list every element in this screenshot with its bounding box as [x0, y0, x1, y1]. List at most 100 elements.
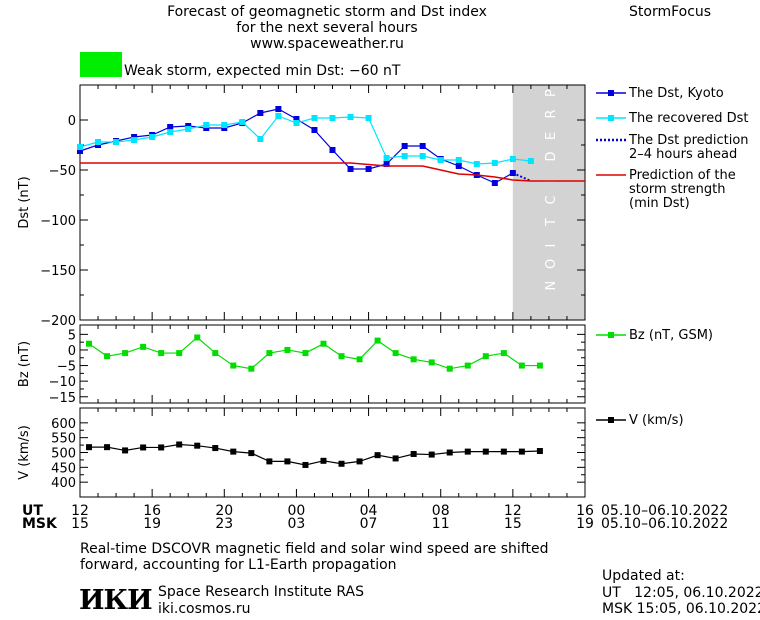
footer-note-line1: Real-time DSCOVR magnetic field and sola… — [80, 541, 549, 557]
dst-ytick-label: −150 — [40, 264, 76, 279]
v-data-point — [140, 444, 147, 451]
bz-ytick-label: −5 — [57, 360, 76, 375]
prediction-letter: R — [544, 109, 559, 118]
dst-data-point — [77, 144, 83, 150]
footer-note-line2: forward, accounting for L1-Earth propaga… — [80, 557, 397, 573]
v-data-point — [482, 448, 489, 455]
v-data-point — [230, 448, 237, 455]
bz-data-point — [86, 340, 93, 347]
dst-series-line-2 — [512, 172, 532, 182]
dst-data-point — [383, 155, 390, 161]
dst-data-point — [419, 153, 426, 159]
legend-label: (min Dst) — [629, 196, 690, 211]
bz-data-point — [176, 350, 183, 357]
dst-data-point — [257, 136, 264, 142]
time-tick-label: 19 — [143, 516, 162, 532]
v-ytick-label: 500 — [51, 447, 76, 462]
bz-data-point — [266, 350, 273, 357]
bz-data-point — [482, 353, 489, 360]
prediction-letter: I — [544, 244, 559, 248]
v-ytick-label: 400 — [51, 476, 76, 491]
prediction-letter: O — [544, 259, 559, 269]
website-url[interactable]: www.spaceweather.ru — [250, 36, 404, 52]
bz-y-axis-label: Bz (nT) — [17, 341, 32, 387]
bz-data-point — [248, 365, 255, 372]
dst-data-point — [293, 120, 300, 126]
chart-title-line1: Forecast of geomagnetic storm and Dst in… — [167, 4, 487, 20]
legend-label: V (km/s) — [629, 413, 684, 428]
dst-data-point — [77, 148, 83, 154]
v-ytick-label: 600 — [51, 417, 76, 432]
dst-data-point — [275, 113, 282, 119]
dst-data-point — [491, 180, 498, 186]
v-ytick-label: 550 — [51, 432, 76, 447]
dst-data-point — [365, 115, 372, 121]
v-data-point — [536, 448, 543, 455]
bz-ytick-label: 0 — [68, 344, 76, 359]
v-data-point — [266, 458, 273, 465]
dst-data-point — [347, 166, 354, 172]
dst-data-point — [329, 115, 336, 121]
chart-title-line2: for the next several hours — [236, 20, 418, 36]
dst-data-point — [149, 134, 156, 140]
bz-ytick-label: −15 — [49, 391, 76, 406]
dst-series-line-3 — [80, 162, 585, 182]
bz-data-point — [428, 359, 435, 366]
bz-data-point — [104, 353, 111, 360]
v-data-point — [392, 455, 399, 462]
v-data-point — [248, 450, 255, 457]
bz-data-point — [212, 350, 219, 357]
dst-data-point — [311, 127, 318, 133]
dst-data-point — [113, 139, 120, 145]
time-tick-label: 04 — [359, 503, 378, 519]
bz-ytick-label: 5 — [68, 328, 76, 343]
dst-data-point — [257, 110, 264, 116]
dst-data-point — [383, 161, 390, 167]
bz-data-point — [194, 334, 201, 341]
dst-data-point — [455, 163, 462, 169]
time-tick-label: 12 — [71, 503, 89, 519]
prediction-zone — [512, 85, 585, 320]
dst-data-point — [275, 106, 282, 112]
bz-data-point — [446, 365, 453, 372]
dst-ytick-label: −100 — [40, 214, 76, 229]
v-data-point — [464, 448, 471, 455]
v-frame — [79, 407, 586, 498]
bz-data-point — [392, 350, 399, 357]
time-tick-label: 19 — [576, 516, 594, 532]
updated-ut: UT 12:05, 06.10.2022 — [602, 585, 760, 601]
time-tick-label: 16 — [576, 503, 594, 519]
dst-ytick-label: −200 — [40, 314, 76, 329]
dst-data-point — [167, 129, 174, 135]
v-data-point — [500, 448, 507, 455]
time-tick-label: 07 — [359, 516, 378, 532]
legend-label: Prediction of the — [629, 168, 736, 183]
prediction-letter: C — [544, 195, 559, 204]
v-data-point — [86, 444, 93, 451]
time-tick-label: 15 — [503, 516, 522, 532]
bz-data-point — [536, 362, 543, 369]
msk-axis-label: MSK — [22, 516, 57, 532]
dst-data-point — [347, 114, 354, 120]
dst-data-point — [455, 157, 462, 163]
dst-data-point — [419, 143, 426, 149]
dst-data-point — [95, 139, 102, 145]
v-data-point — [320, 457, 327, 464]
time-tick-label: 16 — [143, 503, 162, 519]
bz-data-point — [518, 362, 525, 369]
v-data-point — [194, 442, 201, 449]
dst-data-point — [509, 156, 516, 162]
legend-marker — [608, 115, 614, 121]
time-tick-label: 15 — [71, 516, 89, 532]
dst-data-point — [491, 160, 498, 166]
dst-data-point — [329, 147, 336, 153]
bz-ytick-label: −10 — [49, 375, 76, 390]
bz-frame — [79, 324, 586, 404]
v-data-point — [410, 450, 417, 457]
bz-data-point — [302, 350, 309, 357]
ut-axis-label: UT — [22, 503, 43, 519]
dst-data-point — [131, 137, 138, 143]
institute-url[interactable]: iki.cosmos.ru — [158, 601, 251, 617]
v-series-line-0 — [89, 443, 540, 466]
